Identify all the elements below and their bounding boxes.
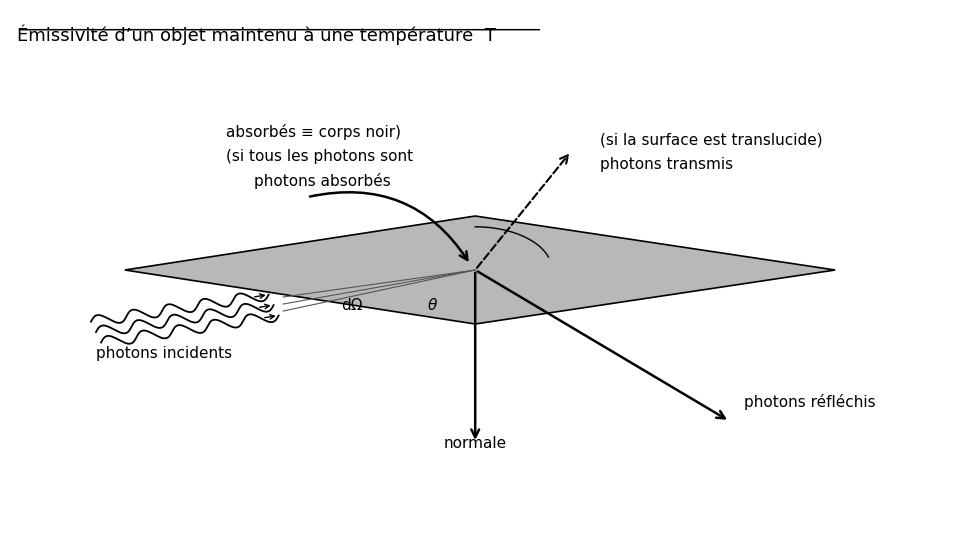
FancyArrowPatch shape (310, 192, 468, 260)
Text: (si tous les photons sont: (si tous les photons sont (226, 149, 413, 164)
Text: θ: θ (427, 298, 437, 313)
Text: photons incidents: photons incidents (96, 346, 232, 361)
Text: photons transmis: photons transmis (600, 157, 733, 172)
Text: normale: normale (444, 436, 507, 451)
Text: dΩ: dΩ (341, 298, 362, 313)
Text: absorbés ≡ corps noir): absorbés ≡ corps noir) (226, 124, 400, 140)
Text: Émissivité d’un objet maintenu à une température  T: Émissivité d’un objet maintenu à une tem… (17, 24, 496, 45)
Polygon shape (125, 216, 835, 324)
Text: (si la surface est translucide): (si la surface est translucide) (600, 133, 823, 148)
Text: photons réfléchis: photons réfléchis (744, 394, 876, 410)
Text: photons absorbés: photons absorbés (254, 173, 391, 189)
